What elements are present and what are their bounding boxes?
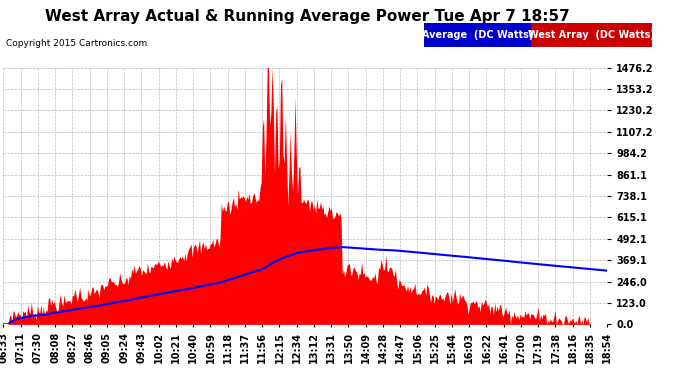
Text: West Array Actual & Running Average Power Tue Apr 7 18:57: West Array Actual & Running Average Powe… <box>45 9 569 24</box>
Text: Copyright 2015 Cartronics.com: Copyright 2015 Cartronics.com <box>6 39 147 48</box>
Text: West Array  (DC Watts): West Array (DC Watts) <box>529 30 655 40</box>
Text: Average  (DC Watts): Average (DC Watts) <box>422 30 533 40</box>
